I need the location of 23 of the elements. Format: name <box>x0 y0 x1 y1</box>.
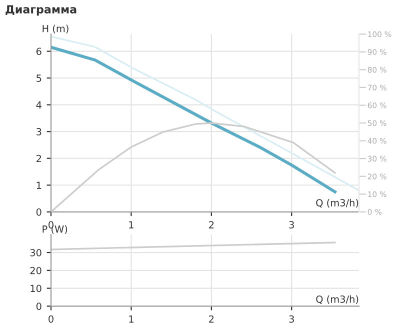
y-tick-label: 10 <box>30 284 42 292</box>
x-tick-label: 0 <box>48 315 54 323</box>
y-tick-label: 6 <box>36 48 42 56</box>
y-tick-label: 20 <box>30 266 42 274</box>
y-tick-label: 2 <box>36 154 41 162</box>
x-tick-label: 1 <box>129 221 134 228</box>
x-tick-label: 2 <box>209 221 214 228</box>
y-tick-label: 3 <box>36 128 42 136</box>
x-axis-title: Q (m3/h) <box>316 198 358 208</box>
chart-title: Диаграмма <box>6 5 76 16</box>
x-axis-title: Q (m3/h) <box>316 295 358 304</box>
x-tick-label: 3 <box>289 221 294 228</box>
y-axis-title: H (m) <box>42 24 68 34</box>
x-tick-label: 0 <box>48 221 54 228</box>
y-tick-label: 4 <box>36 101 42 108</box>
y-tick-label: 0 <box>36 302 42 310</box>
y-tick-label: 5 <box>36 74 42 82</box>
y-tick-label: 30 <box>30 249 42 256</box>
y-tick-label: 0 <box>36 208 42 216</box>
x-tick-label: 1 <box>129 315 134 323</box>
x-tick-label: 2 <box>209 315 214 323</box>
y-tick-label: 1 <box>36 182 42 189</box>
x-tick-label: 3 <box>289 315 294 323</box>
